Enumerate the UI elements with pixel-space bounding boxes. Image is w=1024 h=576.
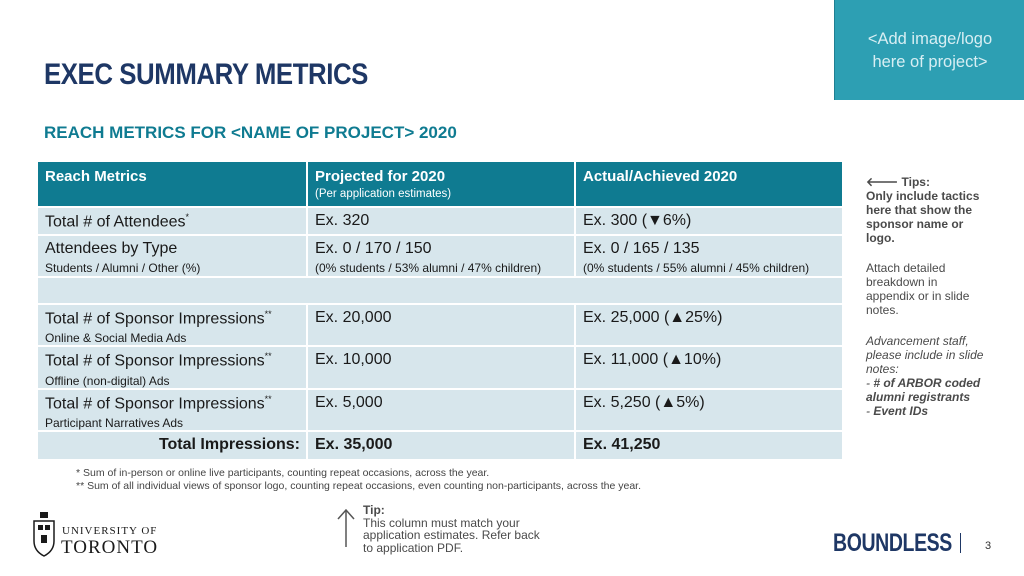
row-projected: Ex. 5,000 (306, 387, 576, 432)
tips-block3: Advancement staff, please include in sli… (866, 334, 984, 418)
up-arrow-icon (337, 508, 355, 547)
table-row-blank (36, 276, 844, 305)
header-projected: Projected for 2020 (Per application esti… (306, 160, 576, 208)
logo-placeholder-text: <Add image/logo here of project> (867, 30, 993, 71)
row-actual: Ex. 0 / 165 / 135 (0% students / 55% alum… (574, 234, 844, 278)
crest-icon (33, 512, 55, 557)
logo-placeholder: <Add image/logo here of project> (834, 0, 1024, 100)
total-label: Total Impressions: (36, 429, 308, 461)
table-header-row: Reach Metrics Projected for 2020 (Per ap… (36, 160, 844, 208)
row-projected: Ex. 0 / 170 / 150 (0% students / 53% alum… (306, 234, 576, 278)
header-actual: Actual/Achieved 2020 (574, 160, 844, 208)
row-label: Attendees by Type Students / Alumni / Oth… (36, 234, 308, 278)
blank-cell (36, 276, 844, 305)
page-title: EXEC SUMMARY METRICS (44, 58, 368, 91)
row-projected: Ex. 10,000 (306, 345, 576, 390)
table-row: Total # of Attendees* Ex. 320 Ex. 300 (▼… (36, 206, 844, 236)
table-row: Total # of Sponsor Impressions** Online &… (36, 302, 844, 348)
page-number: 3 (985, 540, 992, 552)
bottom-tip-heading: Tip: (363, 503, 385, 517)
bottom-tip-text: This column must match your application … (363, 515, 540, 555)
tips-block2: Attach detailed breakdown in appendix or… (866, 261, 970, 317)
reach-metrics-table: Reach Metrics Projected for 2020 (Per ap… (36, 160, 844, 461)
uoft-line2: TORONTO (61, 537, 159, 558)
tips-heading: 🡐 Tips: (866, 175, 930, 189)
row-actual: Ex. 11,000 (▲10%) (574, 345, 844, 390)
row-label: Total # of Attendees* (36, 206, 308, 236)
university-of-toronto-logo: UNIVERSITY OF TORONTO (32, 511, 172, 559)
total-projected: Ex. 35,000 (306, 429, 576, 461)
table-total-row: Total Impressions: Ex. 35,000 Ex. 41,250 (36, 429, 844, 461)
row-label: Total # of Sponsor Impressions** Online &… (36, 302, 308, 348)
header-projected-sub: (Per application estimates) (315, 188, 452, 200)
footnote-2: ** Sum of all individual views of sponso… (76, 480, 641, 492)
row-actual: Ex. 5,250 (▲5%) (574, 387, 844, 432)
footer-divider (960, 533, 961, 553)
row-projected: Ex. 320 (306, 206, 576, 236)
row-actual: Ex. 25,000 (▲25%) (574, 302, 844, 348)
uoft-line1: UNIVERSITY OF (62, 525, 158, 537)
boundless-logo: BOUNDLESS (833, 529, 952, 557)
row-label: Total # of Sponsor Impressions** Offline … (36, 345, 308, 390)
total-actual: Ex. 41,250 (574, 429, 844, 461)
header-reach-metrics: Reach Metrics (36, 160, 308, 208)
row-projected: Ex. 20,000 (306, 302, 576, 348)
table-row: Total # of Sponsor Impressions** Particip… (36, 387, 844, 432)
table-row: Total # of Sponsor Impressions** Offline … (36, 345, 844, 390)
footnote-1: * Sum of in-person or online live partic… (76, 467, 490, 479)
bottom-tip: Tip: This column must match your applica… (363, 504, 543, 554)
row-label: Total # of Sponsor Impressions** Particip… (36, 387, 308, 432)
tips-panel: 🡐 Tips: Only include tactics here that s… (866, 175, 986, 418)
footnotes: * Sum of in-person or online live partic… (76, 467, 641, 493)
row-actual: Ex. 300 (▼6%) (574, 206, 844, 236)
tips-line1: Only include tactics here that show the … (866, 189, 980, 245)
page-subtitle: REACH METRICS FOR <NAME OF PROJECT> 2020 (44, 123, 457, 142)
table-row: Attendees by Type Students / Alumni / Oth… (36, 234, 844, 278)
